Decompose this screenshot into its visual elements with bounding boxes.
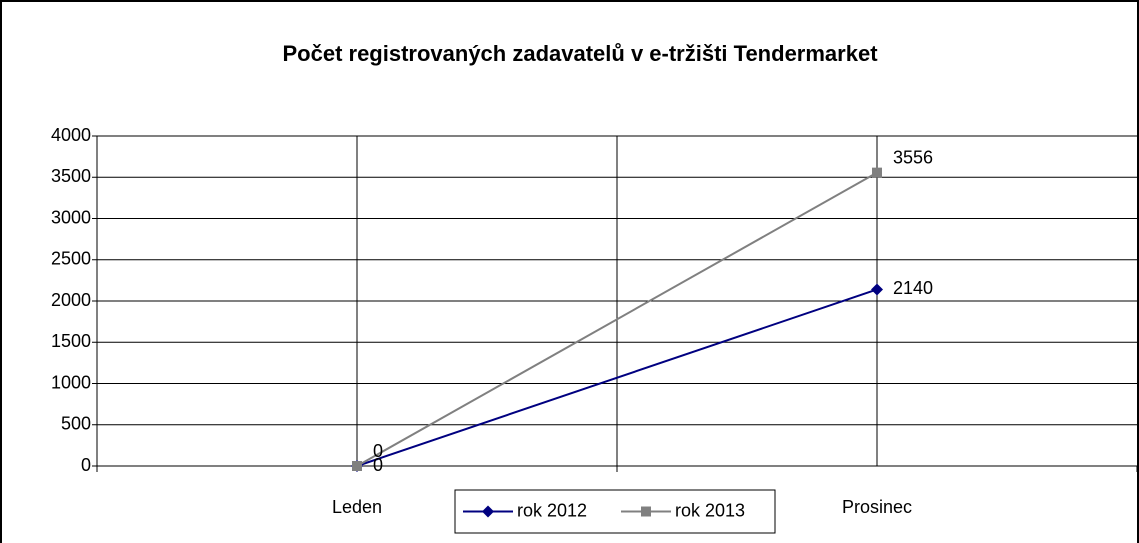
y-tick-label: 3000	[51, 207, 91, 227]
y-tick-label: 3500	[51, 166, 91, 186]
series-line	[356, 288, 878, 467]
legend-marker	[641, 506, 651, 517]
data-point	[871, 283, 883, 296]
data-label: 2140	[893, 278, 933, 298]
y-tick-label: 0	[81, 455, 91, 475]
y-tick-label: 2500	[51, 249, 91, 269]
x-tick-label: Prosinec	[842, 497, 912, 517]
legend-label: rok 2012	[517, 500, 587, 520]
y-tick-label: 2000	[51, 290, 91, 310]
y-tick-label: 500	[61, 414, 91, 434]
y-tick-label: 1000	[51, 372, 91, 392]
data-point	[352, 461, 362, 471]
legend-label: rok 2013	[675, 500, 745, 520]
x-tick-label: Leden	[332, 497, 382, 517]
chart-title: Počet registrovaných zadavatelů v e-trži…	[282, 41, 878, 66]
y-tick-label: 4000	[51, 125, 91, 145]
data-label: 0	[373, 441, 383, 461]
data-label: 3556	[893, 147, 933, 167]
series-line	[356, 171, 878, 467]
data-label: 0	[373, 455, 383, 475]
data-point	[872, 167, 882, 178]
y-tick-label: 1500	[51, 331, 91, 351]
legend-marker	[482, 505, 494, 518]
